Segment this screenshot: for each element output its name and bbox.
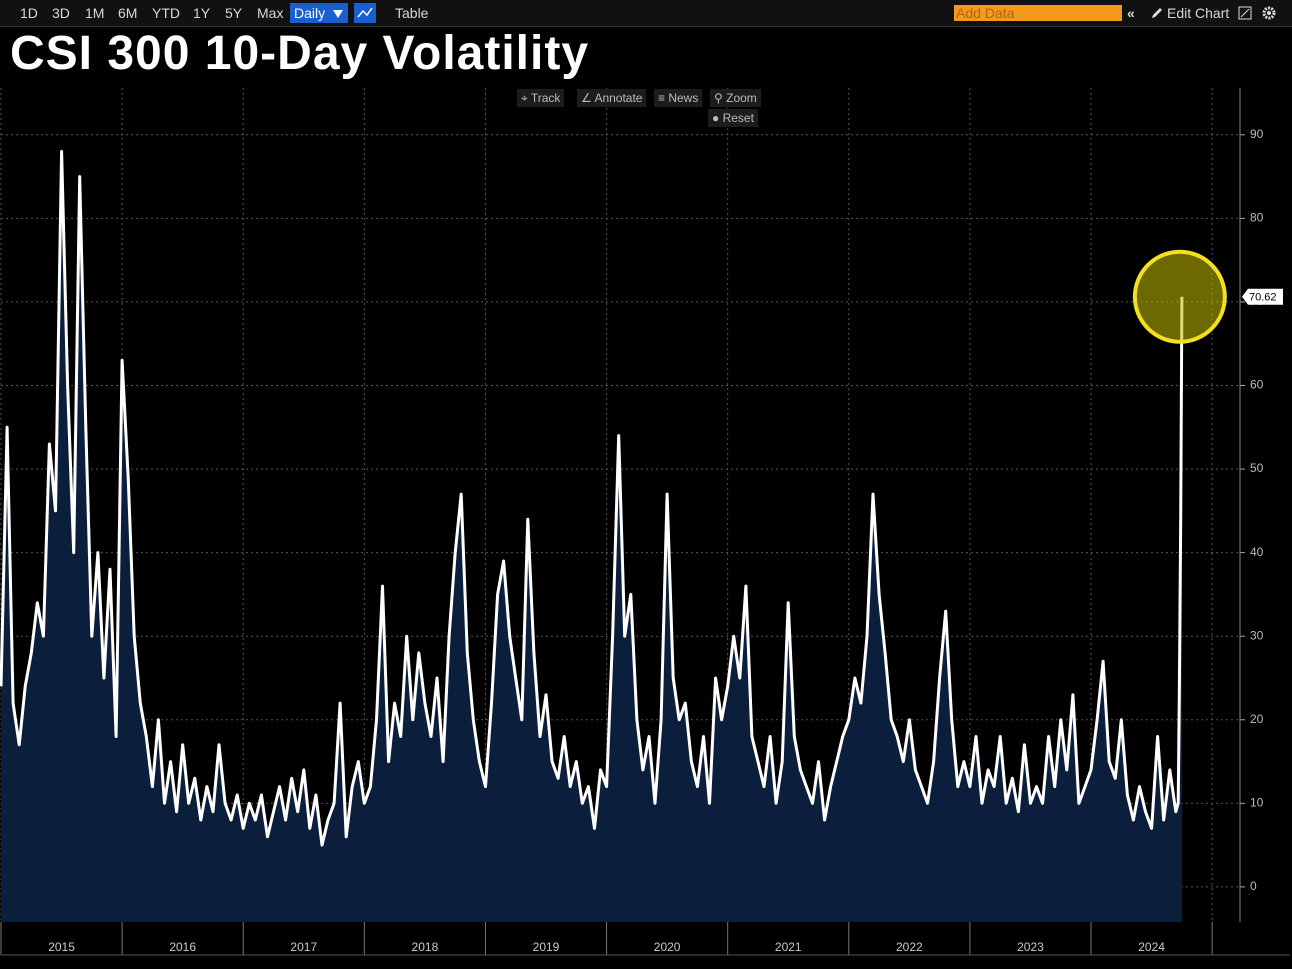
news-tool[interactable]: ≡ News — [654, 89, 703, 107]
frequency-button[interactable]: Daily — [290, 3, 348, 23]
line — [0, 150, 1184, 847]
tool-label: News — [668, 91, 699, 105]
tool-label: Track — [530, 91, 561, 105]
x-tick-label: 2023 — [1017, 940, 1044, 954]
x-tick-label: 2022 — [896, 940, 923, 954]
y-tick-label: 20 — [1250, 712, 1264, 726]
last-value-pointer — [1242, 288, 1283, 305]
annotate-tool[interactable]: ∠ Annotate — [577, 89, 647, 107]
y-tick-label: 80 — [1250, 211, 1264, 225]
last-value-label: 70.62 — [1249, 292, 1277, 304]
collapse-icon[interactable]: « — [1127, 5, 1135, 21]
range-button[interactable]: 5Y — [225, 5, 243, 21]
zoom-tool[interactable]: ⚲ Zoom — [710, 89, 761, 107]
gear-icon[interactable] — [1261, 5, 1277, 21]
area — [1, 151, 1182, 922]
range-button[interactable]: YTD — [152, 5, 180, 21]
settings-icon[interactable] — [1238, 6, 1252, 20]
x-tick-label: 2016 — [169, 940, 196, 954]
x-tick-label: 2020 — [654, 940, 681, 954]
x-tick-label: 2021 — [775, 940, 802, 954]
edit-chart-button[interactable]: Edit Chart — [1167, 5, 1230, 21]
frequency-label: Daily — [294, 5, 326, 21]
range-button[interactable]: 1Y — [193, 5, 211, 21]
tool-label: Annotate — [594, 91, 643, 105]
range-button[interactable]: 6M — [118, 5, 138, 21]
tool-label: Reset — [722, 111, 754, 125]
y-tick-label: 60 — [1250, 378, 1264, 392]
range-button[interactable]: 3D — [52, 5, 70, 21]
y-tick-label: 10 — [1250, 796, 1264, 810]
range-button[interactable]: 1M — [85, 5, 105, 21]
y-tick-label: 30 — [1250, 628, 1264, 642]
chart-title: CSI 300 10-Day Volatility — [10, 27, 590, 80]
y-tick-label: 90 — [1250, 127, 1264, 141]
x-tick-label: 2019 — [533, 940, 560, 954]
y-tick-label: 50 — [1250, 461, 1264, 475]
reset-tool[interactable]: ● Reset — [708, 109, 758, 127]
x-tick-label: 2018 — [412, 940, 439, 954]
chart-type-icon[interactable] — [354, 3, 376, 23]
track-tool[interactable]: ⌖ Track — [517, 89, 565, 107]
toolbar: 1D 3D 1M 6M YTD 1Y 5Y Max Daily Table Ad… — [0, 0, 1292, 27]
tool-label: Zoom — [726, 91, 757, 105]
range-button[interactable]: Max — [257, 5, 284, 21]
range-button[interactable]: 1D — [20, 5, 38, 21]
edit-icon — [1152, 8, 1162, 18]
y-tick-label: 0 — [1250, 879, 1257, 893]
x-tick-label: 2024 — [1138, 940, 1165, 954]
dropdown-arrow — [333, 10, 343, 18]
x-tick-label: 2015 — [48, 940, 75, 954]
x-tick-label: 2017 — [290, 940, 317, 954]
y-tick-label: 40 — [1250, 545, 1264, 559]
add-data-input[interactable]: Add Data — [954, 5, 1122, 21]
highlight-circle — [1132, 249, 1227, 344]
table-button[interactable]: Table — [395, 5, 429, 21]
